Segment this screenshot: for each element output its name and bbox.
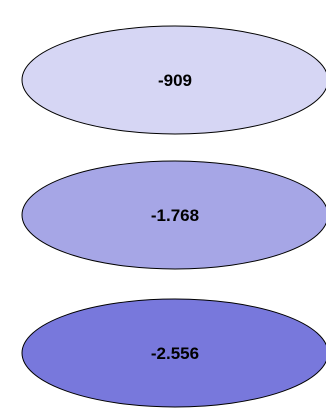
ellipse-item-2: -1.768 [21,160,326,270]
ellipse-item-3: -2.556 [21,298,326,408]
ellipse-shape [21,25,326,135]
ellipse-value: -909 [158,71,192,90]
ellipse-shape [21,160,326,270]
ellipse-item-1: -909 [21,25,326,135]
ellipse-value: -2.556 [151,344,199,363]
ellipse-value: -1.768 [151,206,199,225]
ellipse-shape [21,298,326,408]
